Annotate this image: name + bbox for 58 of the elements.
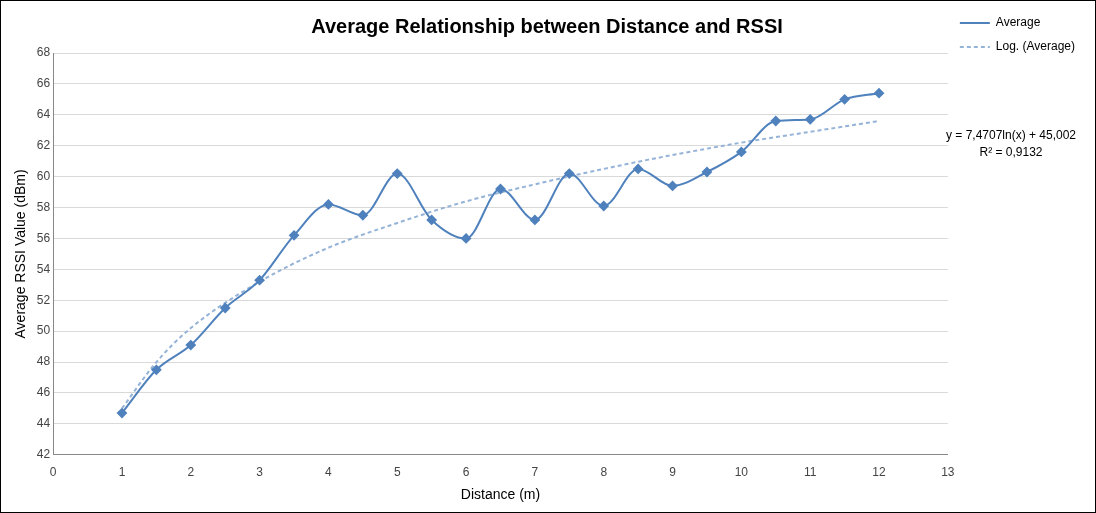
y-tick-label: 46 bbox=[36, 385, 51, 400]
point bbox=[736, 146, 747, 157]
point bbox=[323, 199, 334, 210]
x-tick-label: 0 bbox=[49, 465, 57, 480]
y-tick-label: 68 bbox=[36, 45, 51, 60]
point bbox=[839, 94, 850, 105]
point bbox=[254, 275, 265, 286]
x-tick-label: 10 bbox=[734, 465, 749, 480]
x-tick-label: 3 bbox=[256, 465, 264, 480]
y-tick-label: 64 bbox=[36, 107, 51, 122]
y-axis-title: Average RSSI Value (dBm) bbox=[12, 169, 29, 339]
point bbox=[564, 168, 575, 179]
legend-label: Average bbox=[995, 15, 1041, 30]
y-tick-label: 48 bbox=[36, 354, 51, 369]
y-tick-label: 58 bbox=[36, 199, 51, 214]
point bbox=[289, 230, 300, 241]
x-tick-label: 9 bbox=[669, 465, 677, 480]
point bbox=[151, 364, 162, 375]
x-tick-label: 7 bbox=[531, 465, 539, 480]
point bbox=[598, 200, 609, 211]
point bbox=[426, 214, 437, 225]
point bbox=[116, 408, 127, 419]
point bbox=[529, 214, 540, 225]
legend-label: Log. (Average) bbox=[995, 39, 1076, 54]
x-tick-label: 6 bbox=[462, 465, 470, 480]
x-tick-label: 11 bbox=[803, 465, 817, 480]
point bbox=[495, 183, 506, 194]
point bbox=[805, 114, 816, 125]
y-tick-label: 44 bbox=[36, 416, 51, 431]
y-tick-label: 66 bbox=[36, 76, 51, 91]
y-tick-label: 42 bbox=[36, 447, 51, 462]
y-tick-label: 62 bbox=[36, 138, 51, 153]
point bbox=[185, 340, 196, 351]
x-tick-label: 2 bbox=[187, 465, 195, 480]
point bbox=[392, 168, 403, 179]
x-tick-label: 4 bbox=[325, 465, 333, 480]
point bbox=[770, 116, 781, 126]
x-tick-label: 8 bbox=[600, 465, 608, 480]
point bbox=[701, 167, 712, 177]
x-tick-label: 12 bbox=[872, 465, 887, 480]
point bbox=[220, 302, 231, 313]
point bbox=[461, 233, 472, 244]
point bbox=[667, 180, 678, 191]
chart-title: Average Relationship between Distance and RSSI bbox=[311, 14, 783, 37]
x-axis-title: Distance (m) bbox=[460, 486, 541, 503]
y-tick-label: 60 bbox=[36, 168, 51, 183]
x-tick-label: 5 bbox=[393, 465, 401, 480]
y-tick-label: 56 bbox=[36, 230, 51, 245]
y-tick-label: 54 bbox=[36, 261, 51, 276]
point bbox=[874, 88, 885, 99]
x-tick-label: 13 bbox=[941, 465, 955, 480]
point bbox=[357, 210, 368, 221]
y-tick-label: 52 bbox=[36, 292, 51, 307]
text: R² = 0,9132 bbox=[978, 144, 1044, 161]
point bbox=[633, 163, 644, 174]
y-tick-label: 50 bbox=[36, 323, 51, 338]
x-tick-label: 1 bbox=[118, 465, 126, 480]
annotation: y = 7,4707ln(x) + 45,002 bbox=[944, 127, 1078, 144]
